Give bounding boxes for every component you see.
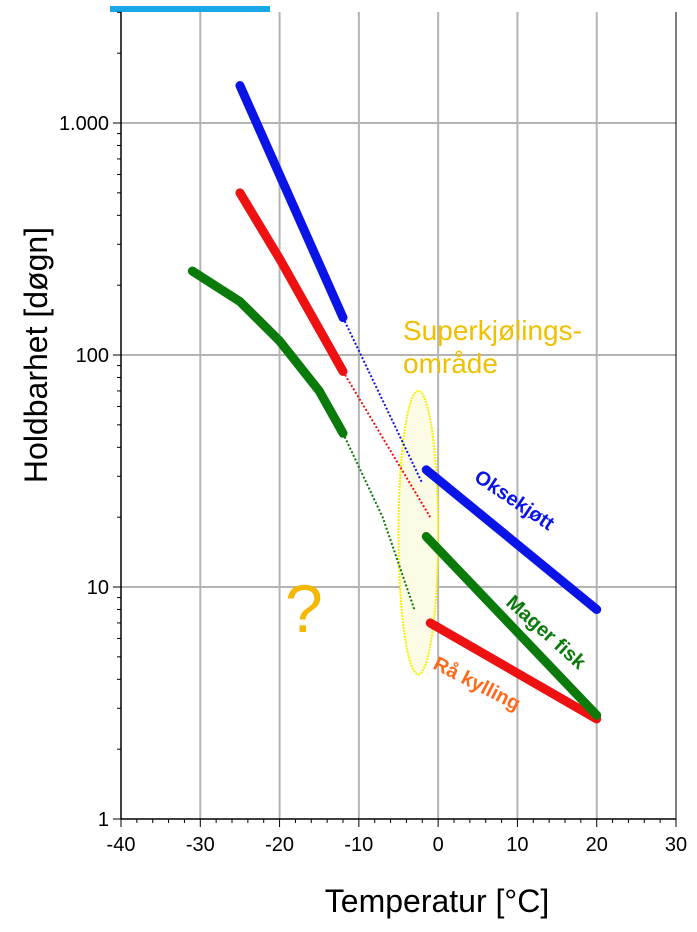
x-tick-label: 30 bbox=[665, 834, 687, 856]
grid-lines bbox=[121, 12, 676, 819]
y-tick-label: 100 bbox=[76, 345, 109, 367]
series-line-0-dotted bbox=[342, 317, 424, 484]
x-tick-label: 20 bbox=[586, 834, 608, 856]
series-line-2-thick bbox=[187, 266, 348, 438]
y-tick-label: 1 bbox=[98, 809, 109, 831]
x-tick-label: -20 bbox=[265, 834, 294, 856]
tick-labels: -40 -30 -20 -10 0 10 20 30 1 10 100 1.000 bbox=[59, 113, 687, 856]
x-tick-label: 10 bbox=[506, 834, 528, 856]
series-line-1-thick bbox=[425, 618, 602, 724]
supercooling-ellipse bbox=[397, 389, 440, 676]
x-tick-label: -30 bbox=[186, 834, 215, 856]
x-tick-label: -40 bbox=[107, 834, 136, 856]
series-line-1-dotted bbox=[342, 370, 432, 518]
series-line-2-thick bbox=[421, 532, 602, 720]
series-line-1-thick bbox=[235, 188, 348, 376]
y-tick-label: 10 bbox=[87, 577, 109, 599]
top-accent-bar bbox=[110, 6, 270, 12]
series-label-ra-kylling: Rå kylling bbox=[430, 652, 525, 715]
y-axis-title: Holdbarhet [døgn] bbox=[18, 227, 54, 483]
question-mark: ? bbox=[285, 571, 323, 647]
series-line-0-thick bbox=[235, 81, 348, 323]
series-label-oksekjott: Oksekjøtt bbox=[470, 466, 558, 535]
supercooling-region bbox=[397, 389, 440, 676]
series-line-2-dotted bbox=[342, 432, 416, 610]
x-tick-label: 0 bbox=[433, 834, 444, 856]
region-label-line1: Superkjølings- bbox=[403, 315, 582, 346]
y-tick-label: 1.000 bbox=[59, 113, 109, 135]
x-axis-title: Temperatur [°C] bbox=[325, 883, 549, 919]
series-line-0-thick bbox=[421, 465, 602, 614]
series-lines bbox=[187, 81, 602, 724]
x-tick-label: -10 bbox=[344, 834, 373, 856]
axes bbox=[113, 11, 677, 827]
region-label-line2: område bbox=[403, 348, 498, 379]
